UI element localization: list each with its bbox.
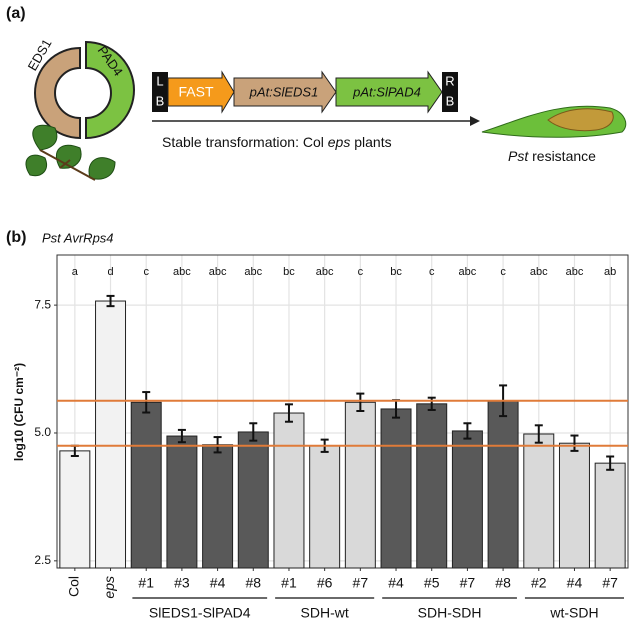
significance-letter: abc bbox=[244, 266, 262, 278]
x-tick-label: #4 bbox=[567, 575, 583, 591]
significance-letter: abc bbox=[316, 266, 334, 278]
y-tick-label: 5.0 bbox=[34, 425, 51, 439]
significance-letter: abc bbox=[566, 266, 584, 278]
text-part: Pst bbox=[508, 148, 529, 164]
significance-letter: bc bbox=[390, 266, 402, 278]
significance-letter: abc bbox=[173, 266, 191, 278]
bar bbox=[202, 444, 234, 569]
border-label: R bbox=[445, 73, 454, 88]
x-tick-label: #6 bbox=[317, 575, 333, 591]
bar bbox=[380, 408, 412, 569]
bar bbox=[59, 450, 91, 569]
transformation-text: Stable transformation: Col eps plants bbox=[162, 134, 392, 150]
bar bbox=[523, 433, 555, 569]
bar bbox=[166, 435, 198, 569]
chart-title: Pst AvrRps4 bbox=[42, 230, 114, 245]
x-tick-label: eps bbox=[101, 576, 117, 599]
x-tick-label: #1 bbox=[281, 575, 297, 591]
y-tick-label: 2.5 bbox=[34, 553, 51, 567]
group-label: wt-SDH bbox=[549, 605, 598, 621]
significance-letter: d bbox=[107, 266, 113, 278]
text-part: eps bbox=[328, 134, 351, 150]
text-part: Stable transformation: Col bbox=[162, 134, 324, 150]
x-tick-label: #8 bbox=[495, 575, 511, 591]
bar bbox=[558, 442, 590, 569]
leaf bbox=[481, 105, 627, 138]
significance-letter: c bbox=[143, 266, 149, 278]
part-label: pAt:SlEDS1 bbox=[249, 84, 319, 99]
x-tick-label: Col bbox=[66, 576, 82, 597]
part-label: pAt:SlPAD4 bbox=[352, 84, 421, 99]
bar bbox=[237, 431, 269, 569]
significance-letter: bc bbox=[283, 266, 295, 278]
text-part: plants bbox=[354, 134, 391, 150]
bar bbox=[487, 400, 519, 569]
group-label: SlEDS1-SlPAD4 bbox=[149, 605, 251, 621]
x-tick-label: #5 bbox=[424, 575, 440, 591]
outcome-text: Pst resistance bbox=[508, 148, 596, 164]
significance-letter: c bbox=[500, 266, 506, 278]
bar bbox=[95, 300, 127, 569]
significance-letter: abc bbox=[459, 266, 477, 278]
significance-letter: c bbox=[429, 266, 435, 278]
x-tick-label: #3 bbox=[174, 575, 190, 591]
significance-letter: a bbox=[72, 266, 79, 278]
x-tick-label: #4 bbox=[210, 575, 226, 591]
bar bbox=[309, 445, 341, 569]
x-tick-label: #7 bbox=[460, 575, 476, 591]
group-label: SDH-SDH bbox=[418, 605, 482, 621]
significance-letter: c bbox=[358, 266, 364, 278]
plot-frame bbox=[56, 254, 629, 569]
border-label: B bbox=[446, 93, 455, 108]
bar bbox=[451, 430, 483, 569]
bar bbox=[273, 412, 305, 569]
bar bbox=[416, 403, 448, 569]
x-tick-label: #1 bbox=[138, 575, 154, 591]
part-label: FAST bbox=[178, 84, 213, 100]
bar bbox=[130, 401, 162, 569]
x-tick-label: #2 bbox=[531, 575, 547, 591]
panel-label: (a) bbox=[6, 5, 26, 22]
x-tick-label: #4 bbox=[388, 575, 404, 591]
panel-label: (b) bbox=[6, 229, 26, 246]
border-label: L bbox=[156, 73, 163, 88]
y-tick-label: 7.5 bbox=[34, 297, 51, 311]
significance-letter: abc bbox=[209, 266, 227, 278]
bar bbox=[594, 462, 626, 569]
construct bbox=[152, 70, 480, 126]
x-tick-label: #7 bbox=[602, 575, 618, 591]
text-part: resistance bbox=[532, 148, 596, 164]
protein-complex bbox=[25, 40, 135, 181]
y-axis-label: log10 (CFU cm⁻²) bbox=[12, 363, 26, 461]
x-tick-label: #7 bbox=[353, 575, 369, 591]
significance-letter: ab bbox=[604, 266, 616, 278]
bar bbox=[344, 401, 376, 569]
border-label: B bbox=[156, 93, 165, 108]
group-label: SDH-wt bbox=[301, 605, 349, 621]
x-tick-label: #8 bbox=[245, 575, 261, 591]
significance-letter: abc bbox=[530, 266, 548, 278]
